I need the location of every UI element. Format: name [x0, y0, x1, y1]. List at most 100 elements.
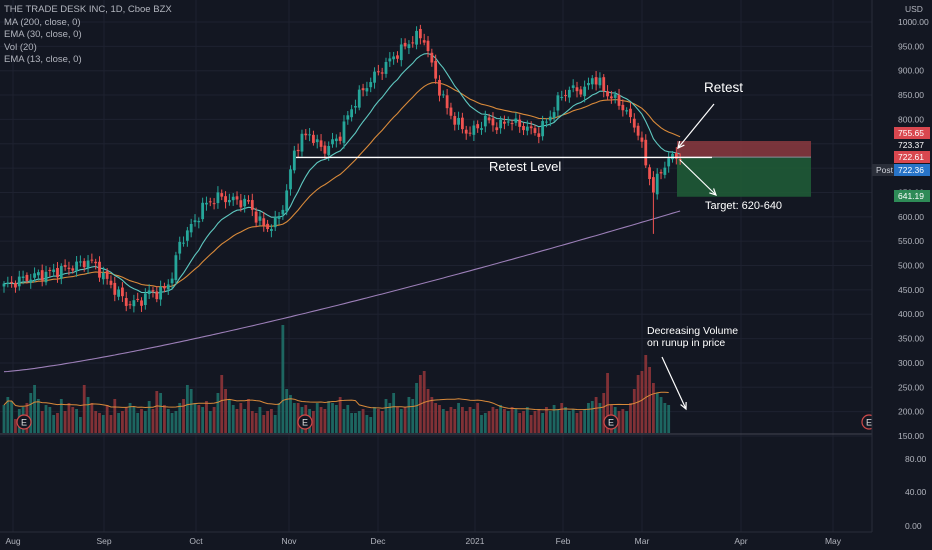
- candle: [609, 90, 613, 104]
- volume-bar: [10, 401, 14, 433]
- candle: [449, 102, 453, 120]
- volume-bar: [537, 409, 541, 433]
- volume-bar: [564, 407, 567, 433]
- candle-body: [418, 28, 422, 39]
- candle: [208, 197, 212, 207]
- candle: [522, 122, 525, 136]
- candle-body: [193, 220, 197, 223]
- candlesticks: [2, 24, 682, 313]
- candle-body: [239, 200, 243, 208]
- price-tick-label: 550.00: [898, 236, 924, 246]
- candle-body: [587, 83, 590, 86]
- candle-body: [495, 127, 499, 131]
- volume-bar: [40, 411, 44, 433]
- candle-body: [101, 272, 105, 280]
- candle: [350, 104, 354, 122]
- candle-body: [247, 200, 250, 202]
- target-label: Target: 620-640: [705, 200, 782, 212]
- candle: [281, 205, 285, 220]
- candle: [648, 164, 651, 186]
- candle: [541, 115, 545, 141]
- candle-body: [629, 108, 632, 118]
- candle: [29, 273, 33, 289]
- legend-ema30[interactable]: EMA (30, close, 0): [4, 29, 82, 40]
- candle: [101, 266, 105, 285]
- volume-bar: [67, 403, 71, 433]
- volume-bar: [117, 413, 120, 433]
- volume-bar: [136, 413, 140, 433]
- candle: [243, 195, 247, 213]
- candle: [59, 263, 63, 285]
- volume-tick-label: 40.00: [905, 487, 927, 497]
- candle: [178, 236, 182, 260]
- volume-bar: [140, 409, 143, 433]
- legend-ma200[interactable]: MA (200, close, 0): [4, 16, 81, 28]
- volume-bar: [250, 411, 254, 433]
- volume-bar: [6, 397, 10, 433]
- earnings-marker: E: [16, 414, 32, 430]
- volume-bar: [197, 405, 201, 433]
- candle: [266, 219, 269, 233]
- candle-body: [17, 276, 21, 287]
- candle: [159, 280, 163, 306]
- candle-body: [655, 173, 659, 195]
- volume-bar: [571, 409, 575, 433]
- candle: [525, 120, 529, 136]
- volume-bar: [75, 409, 78, 433]
- volume-bar: [155, 391, 159, 433]
- time-tick-label: Aug: [5, 536, 20, 546]
- candle-body: [545, 121, 548, 123]
- volume-bar: [621, 409, 625, 433]
- candle-body: [6, 282, 10, 284]
- candle: [342, 115, 346, 149]
- arrow-shaft: [661, 356, 687, 410]
- candle-body: [632, 118, 636, 128]
- candle: [560, 90, 564, 101]
- volume-bar: [105, 405, 109, 433]
- time-tick-label: May: [825, 536, 842, 546]
- candle-body: [590, 78, 594, 85]
- legend-volume[interactable]: Vol (20): [4, 41, 37, 53]
- candle-body: [678, 159, 682, 161]
- price-tag-post: Post 722.36: [872, 164, 930, 176]
- candle: [674, 147, 678, 165]
- candle: [289, 165, 292, 196]
- candle: [629, 102, 632, 124]
- candle: [652, 171, 655, 234]
- candle-body: [170, 278, 174, 284]
- volume-bar: [590, 401, 594, 433]
- candle-body: [346, 115, 350, 120]
- volume-bar: [113, 399, 117, 433]
- volume-bar: [552, 405, 556, 433]
- candle: [258, 211, 262, 226]
- position-zones[interactable]: [677, 141, 811, 197]
- price-tick-label: 900.00: [898, 66, 924, 76]
- price-tag-value: 723.37: [898, 140, 924, 150]
- candle: [418, 24, 422, 45]
- volume-bar: [239, 403, 243, 433]
- volume-bar: [159, 393, 163, 433]
- price-tick-label: 400.00: [898, 309, 924, 319]
- candle-body: [357, 89, 361, 108]
- candle-body: [292, 150, 296, 171]
- candle: [10, 276, 14, 288]
- volume-bar: [327, 401, 331, 433]
- candle: [52, 263, 56, 276]
- volume-bar: [522, 411, 525, 433]
- price-tick-label: 950.00: [898, 41, 924, 51]
- candle-body: [529, 126, 533, 129]
- legend-ema13[interactable]: EMA (13, close, 0): [4, 54, 82, 65]
- candle-body: [56, 267, 59, 278]
- volume-bar: [292, 403, 296, 433]
- candle-body: [178, 241, 182, 254]
- candle-body: [197, 220, 201, 223]
- legend-symbol[interactable]: THE TRADE DESK INC, 1D, Cboe BZX: [4, 4, 172, 15]
- candle: [227, 193, 231, 206]
- volume-bar: [434, 403, 438, 433]
- ema30-line: [3, 81, 681, 288]
- volume-bar: [189, 389, 193, 433]
- candle: [334, 134, 338, 148]
- candle-body: [522, 126, 525, 131]
- candle: [403, 38, 407, 50]
